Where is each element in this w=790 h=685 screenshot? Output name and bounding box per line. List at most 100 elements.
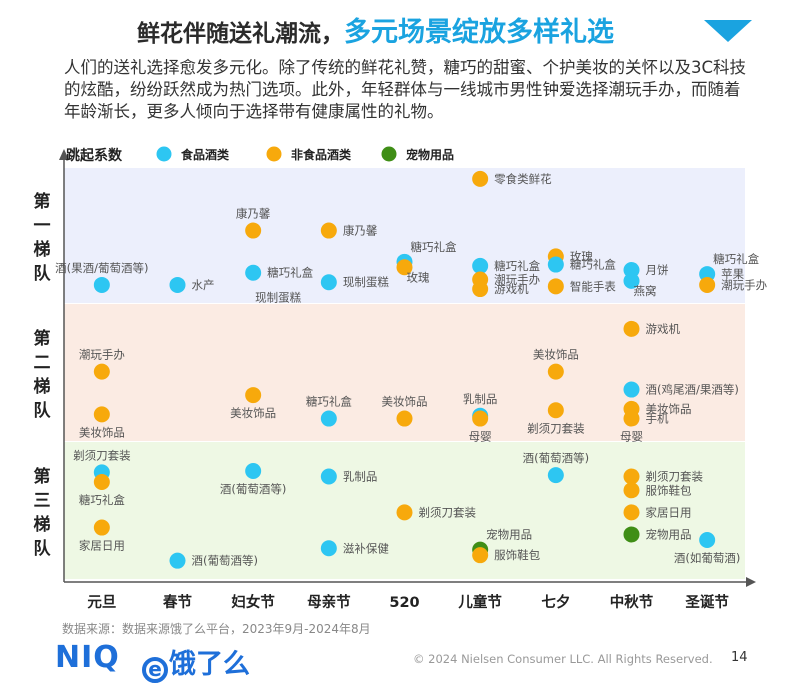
data-label: 手机 — [646, 412, 669, 426]
data-point — [547, 278, 564, 295]
copyright: © 2024 Nielsen Consumer LLC. All Rights … — [413, 652, 713, 666]
data-point — [93, 474, 110, 491]
title-part1: 鲜花伴随送礼潮流， — [137, 21, 344, 47]
data-label: 服饰鞋包 — [646, 483, 692, 497]
data-label: 潮玩手办 — [494, 273, 540, 287]
x-tick-label: 中秋节 — [610, 593, 654, 611]
data-label: 月饼 — [646, 263, 669, 277]
tier-label-char: 梯 — [34, 376, 51, 397]
data-point — [623, 320, 640, 337]
page-title: 鲜花伴随送礼潮流，多元场景绽放多样礼选 — [137, 10, 614, 48]
tier-label-char: 一 — [34, 216, 51, 236]
data-label: 糖巧礼盒 — [267, 266, 313, 280]
legend-marker — [156, 146, 172, 162]
intro-paragraph: 人们的送礼选择愈发多元化。除了传统的鲜花礼赞，糖巧的甜蜜、个护美妆的关怀以及3C… — [64, 58, 747, 121]
x-tick-label: 圣诞节 — [684, 594, 729, 611]
data-label: 康乃馨 — [343, 224, 378, 238]
x-axis-arrow — [746, 577, 756, 587]
data-label: 糖巧礼盒 — [79, 493, 125, 507]
data-label: 美妆饰品 — [533, 348, 579, 362]
data-label: 酒(葡萄酒等) — [523, 451, 589, 465]
triangle-icon — [704, 20, 752, 42]
data-point — [623, 482, 640, 499]
data-point — [245, 222, 262, 239]
eleme-logo-text: 饿了么 — [169, 649, 250, 680]
eleme-logo: e 饿了么 — [142, 642, 250, 683]
niq-logo: NIQ — [55, 640, 120, 675]
x-tick-label: 春节 — [163, 593, 192, 611]
data-label: 酒(如葡萄酒) — [674, 551, 740, 565]
tier-label-char: 第 — [34, 328, 51, 349]
data-point — [623, 410, 640, 427]
data-label: 糖巧礼盒 — [411, 240, 457, 254]
x-tick-label: 妇女节 — [230, 593, 275, 611]
data-point — [547, 467, 564, 484]
data-label: 美妆饰品 — [230, 406, 276, 420]
data-label: 剃须刀套装 — [73, 448, 131, 462]
tier-label-char: 第 — [34, 191, 51, 212]
data-label: 潮玩手办 — [721, 278, 767, 292]
data-label: 滋补保健 — [343, 541, 389, 555]
tier-label-char: 梯 — [34, 239, 51, 260]
data-label: 游戏机 — [646, 322, 681, 336]
data-point — [245, 264, 262, 281]
title-part2: 多元场景绽放多样礼选 — [344, 17, 614, 48]
legend-label: 宠物用品 — [406, 147, 454, 162]
data-label: 苹果 — [721, 267, 744, 281]
x-tick-label: 儿童节 — [457, 593, 502, 611]
data-point — [245, 387, 262, 404]
tier-label-char: 梯 — [34, 514, 51, 535]
data-label: 燕窝 — [634, 284, 657, 298]
tier-label-char: 二 — [34, 353, 51, 373]
data-label: 乳制品 — [463, 392, 498, 406]
data-label: 糖巧礼盒 — [306, 395, 352, 409]
data-label: 乳制品 — [343, 470, 378, 484]
data-label: 美妆饰品 — [79, 425, 125, 439]
data-label: 酒(鸡尾酒/果酒等) — [646, 383, 739, 397]
data-label: 康乃馨 — [236, 207, 271, 221]
data-point — [320, 540, 337, 557]
data-point — [93, 406, 110, 423]
data-label: 酒(葡萄酒等) — [220, 482, 286, 496]
data-point — [472, 410, 489, 427]
data-point — [472, 170, 489, 187]
data-point — [623, 381, 640, 398]
x-tick-label: 七夕 — [541, 593, 570, 611]
data-point — [320, 410, 337, 427]
data-label: 母婴 — [469, 430, 492, 444]
tier-label-char: 队 — [34, 263, 52, 284]
data-label: 酒(果酒/葡萄酒等) — [55, 261, 148, 275]
data-point — [93, 519, 110, 536]
data-point — [623, 468, 640, 485]
tier-label-char: 队 — [34, 538, 52, 559]
data-point — [547, 402, 564, 419]
data-point — [93, 363, 110, 380]
data-label: 潮玩手办 — [79, 348, 125, 362]
data-label: 玫瑰 — [407, 270, 430, 284]
data-label: 服饰鞋包 — [494, 548, 540, 562]
eleme-e-icon: e — [142, 657, 168, 683]
data-label: 现制蛋糕 — [255, 291, 301, 305]
legend-marker — [381, 146, 397, 162]
data-point — [396, 504, 413, 521]
data-label: 糖巧礼盒 — [494, 259, 540, 273]
data-label: 家居日用 — [79, 539, 125, 553]
tier-label-char: 第 — [34, 466, 51, 487]
tier-label-char: 队 — [34, 400, 52, 421]
data-point — [320, 222, 337, 239]
data-point — [169, 552, 186, 569]
data-label: 美妆饰品 — [382, 395, 428, 409]
data-point — [623, 272, 640, 289]
data-label: 酒(葡萄酒等) — [192, 554, 258, 568]
data-label: 现制蛋糕 — [343, 275, 389, 289]
data-point — [547, 363, 564, 380]
source-note: 数据来源：数据来源饿了么平台，2023年9月-2024年8月 — [62, 622, 371, 636]
data-point — [472, 547, 489, 564]
tier-label-char: 三 — [34, 491, 51, 511]
y-axis-label: 跳起系数 — [66, 147, 123, 164]
data-point — [699, 276, 716, 293]
data-point — [472, 281, 489, 298]
data-label: 剃须刀套装 — [527, 421, 585, 435]
data-point — [169, 276, 186, 293]
